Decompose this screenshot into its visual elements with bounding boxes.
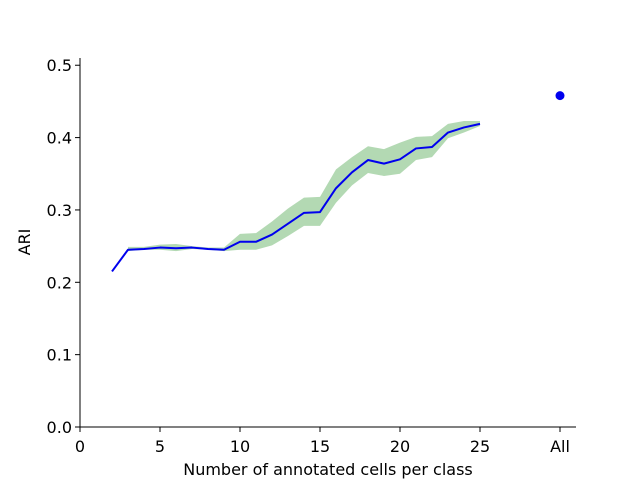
y-tick-label: 0.4 [47,129,72,148]
confidence-band [128,120,480,252]
x-tick-label: 20 [390,437,410,456]
y-tick-label: 0.3 [47,201,72,220]
x-tick-label: 5 [155,437,165,456]
y-ticks: 0.0 0.1 0.2 0.3 0.4 0.5 [47,56,80,437]
all-cells-point [555,91,565,101]
ari-mean-line [111,122,481,273]
y-tick-label: 0.5 [47,56,72,75]
x-ticks: 0 5 10 15 20 25 All [75,427,570,456]
x-axis-label: Number of annotated cells per class [183,460,473,479]
point-layer [555,91,565,101]
x-tick-label: 10 [230,437,250,456]
y-tick-label: 0.2 [47,273,72,292]
x-tick-label: 25 [470,437,490,456]
y-axis-label: ARI [15,229,34,256]
line-layer [111,122,481,273]
x-tick-label: 0 [75,437,85,456]
x-tick-label: All [550,437,570,456]
band-layer [128,120,480,252]
axes [79,58,576,428]
x-tick-label: 15 [310,437,330,456]
y-tick-label: 0.0 [47,418,72,437]
y-tick-label: 0.1 [47,346,72,365]
